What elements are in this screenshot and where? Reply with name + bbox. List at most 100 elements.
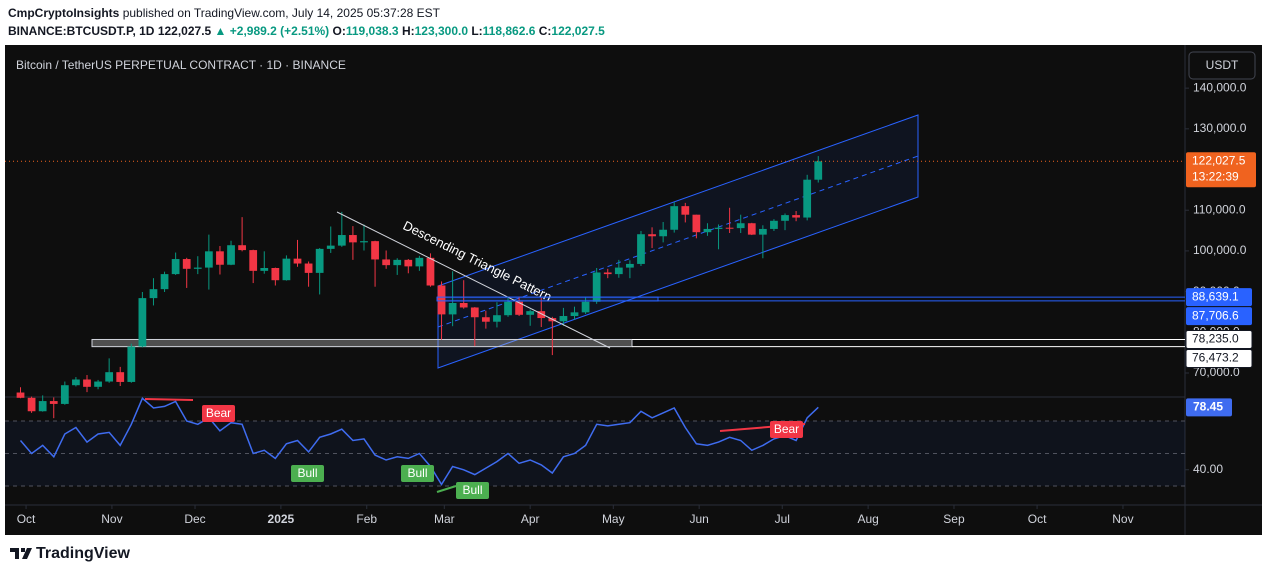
rsi-line xyxy=(19,397,819,486)
candle-body xyxy=(393,259,402,266)
y-tick-label: 70,000.0 xyxy=(1193,365,1240,379)
signal-label: Bull xyxy=(462,483,482,497)
x-tick-label: Aug xyxy=(857,512,878,526)
candle-body xyxy=(60,385,69,404)
x-tick-label: May xyxy=(602,512,625,526)
x-tick-label: Jun xyxy=(689,512,708,526)
candle-body xyxy=(570,312,579,317)
x-tick-label: Dec xyxy=(184,512,205,526)
candle-body xyxy=(282,258,291,281)
channel-mid xyxy=(437,155,919,328)
footer-logo: TradingView xyxy=(10,545,131,562)
signal-box xyxy=(202,405,235,422)
chart-title: Bitcoin / TetherUS PERPETUAL CONTRACT · … xyxy=(16,58,346,72)
last-price-label: 122,027.5 xyxy=(1192,153,1246,167)
candle-body xyxy=(758,228,767,235)
candle-body xyxy=(271,268,280,281)
publish-line: CmpCryptoInsights published on TradingVi… xyxy=(8,6,440,20)
candle-body xyxy=(437,285,446,315)
candle-body xyxy=(747,223,756,235)
ohlc-key: O: xyxy=(332,24,346,38)
x-tick-label: Nov xyxy=(101,512,122,526)
candle-body xyxy=(83,379,91,387)
candle-body xyxy=(603,272,612,275)
candle-body xyxy=(504,301,512,316)
candle-body xyxy=(648,234,656,237)
candle-body xyxy=(49,401,58,404)
signal-label: Bear xyxy=(206,406,231,420)
candle-body xyxy=(736,223,745,229)
ohlc-value: 118,862.6 xyxy=(482,24,536,38)
author: CmpCryptoInsights xyxy=(8,6,120,20)
price-line-label: 78,235.0 xyxy=(1192,332,1239,346)
quote-line: BINANCE:BTCUSDT.P, 1D 122,027.5 ▲ +2,989… xyxy=(8,24,605,38)
candle-body xyxy=(681,206,690,215)
signal-label: Bull xyxy=(407,466,427,480)
x-tick-label: Nov xyxy=(1112,512,1133,526)
candle-body xyxy=(193,267,202,269)
candle-body xyxy=(659,229,668,237)
symbol: BINANCE:BTCUSDT.P, 1D xyxy=(8,24,155,38)
candle-body xyxy=(670,206,679,230)
candle-body xyxy=(592,272,601,302)
candle-body xyxy=(94,381,102,387)
last: 122,027.5 xyxy=(157,24,212,38)
candle-body xyxy=(149,289,158,299)
candle-body xyxy=(72,379,80,386)
price-line-label: 87,706.6 xyxy=(1192,308,1239,322)
candle-body xyxy=(315,248,324,273)
divergence-line xyxy=(144,398,194,401)
candle-body xyxy=(559,316,568,322)
candle-body xyxy=(803,179,812,218)
signal-box xyxy=(291,465,324,482)
countdown: 13:22:39 xyxy=(1192,169,1239,183)
rsi-value-label: 78.45 xyxy=(1193,399,1223,413)
signal-box xyxy=(770,421,803,438)
candle-body xyxy=(404,259,413,267)
drawings-back xyxy=(5,114,1185,487)
candle-body xyxy=(781,215,789,221)
candle-body xyxy=(138,298,147,347)
candle-body xyxy=(382,259,391,266)
x-tick-label: Jul xyxy=(775,512,790,526)
price-line-label: 76,473.2 xyxy=(1192,351,1239,365)
candle-body xyxy=(293,258,302,264)
candle-body xyxy=(337,235,346,246)
x-tick-label: Sep xyxy=(943,512,965,526)
candle-body xyxy=(581,301,590,313)
currency-label[interactable]: USDT xyxy=(1206,58,1239,72)
candle-body xyxy=(637,234,645,264)
ohlc-key: H: xyxy=(401,24,415,38)
candle-body xyxy=(360,241,368,243)
price-line-box xyxy=(1185,329,1253,349)
y-tick-label: 130,000.0 xyxy=(1193,121,1247,135)
signal-box xyxy=(456,482,489,499)
candle-body xyxy=(515,301,523,315)
x-tick-label: Feb xyxy=(356,512,377,526)
candle-body xyxy=(326,245,335,249)
candle-body xyxy=(116,372,125,382)
candle-body xyxy=(16,392,25,398)
candle-body xyxy=(725,227,734,229)
signal-label: Bear xyxy=(774,422,799,436)
x-tick-label: Oct xyxy=(1028,512,1047,526)
candle-body xyxy=(304,263,313,273)
divergence-line xyxy=(436,485,457,493)
x-tick-label: Mar xyxy=(434,512,455,526)
rsi-band xyxy=(5,421,1185,486)
currency-button[interactable] xyxy=(1188,51,1256,80)
candle-body xyxy=(614,267,623,275)
candle-body xyxy=(714,227,723,229)
x-tick-label: 2025 xyxy=(268,512,295,526)
candle-body xyxy=(216,251,224,265)
ohlc-key: L: xyxy=(471,24,483,38)
candle-body xyxy=(526,311,535,315)
zone xyxy=(91,338,633,348)
signal-label: Bull xyxy=(297,466,317,480)
marks xyxy=(16,156,823,486)
candle-body xyxy=(470,307,479,318)
candle-body xyxy=(349,235,357,243)
signal-box xyxy=(401,465,434,482)
candle-body xyxy=(537,311,546,319)
